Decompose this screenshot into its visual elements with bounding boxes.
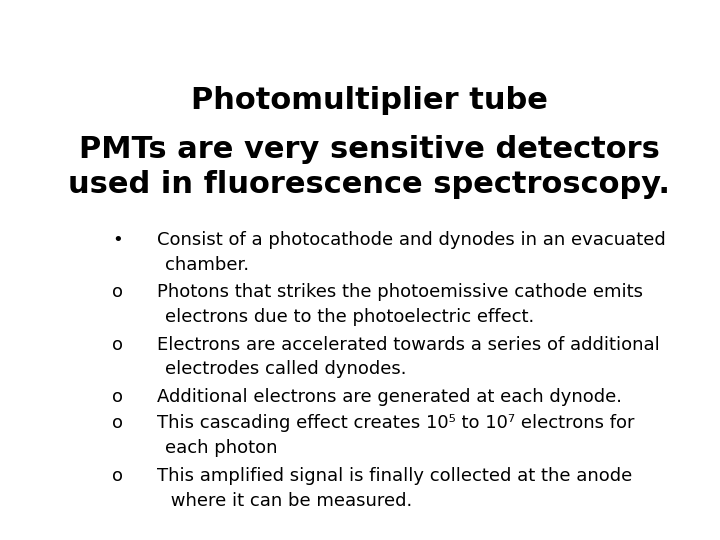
Text: Electrons are accelerated towards a series of additional: Electrons are accelerated towards a seri… [157,335,660,354]
Text: o: o [112,415,123,433]
Text: each photon: each photon [166,440,278,457]
Text: electrons due to the photoelectric effect.: electrons due to the photoelectric effec… [166,308,534,326]
Text: Consist of a photocathode and dynodes in an evacuated: Consist of a photocathode and dynodes in… [157,231,666,249]
Text: o: o [112,388,123,406]
Text: chamber.: chamber. [166,256,249,274]
Text: o: o [112,335,123,354]
Text: This cascading effect creates 10⁵ to 10⁷ electrons for: This cascading effect creates 10⁵ to 10⁷… [157,415,634,433]
Text: This amplified signal is finally collected at the anode: This amplified signal is finally collect… [157,467,632,485]
Text: Photomultiplier tube: Photomultiplier tube [191,85,547,114]
Text: electrodes called dynodes.: electrodes called dynodes. [166,360,407,379]
Text: PMTs are very sensitive detectors
used in fluorescence spectroscopy.: PMTs are very sensitive detectors used i… [68,136,670,199]
Text: •: • [112,231,123,249]
Text: Photons that strikes the photoemissive cathode emits: Photons that strikes the photoemissive c… [157,284,643,301]
Text: o: o [112,284,123,301]
Text: Additional electrons are generated at each dynode.: Additional electrons are generated at ea… [157,388,622,406]
Text: o: o [112,467,123,485]
Text: where it can be measured.: where it can be measured. [166,491,413,510]
